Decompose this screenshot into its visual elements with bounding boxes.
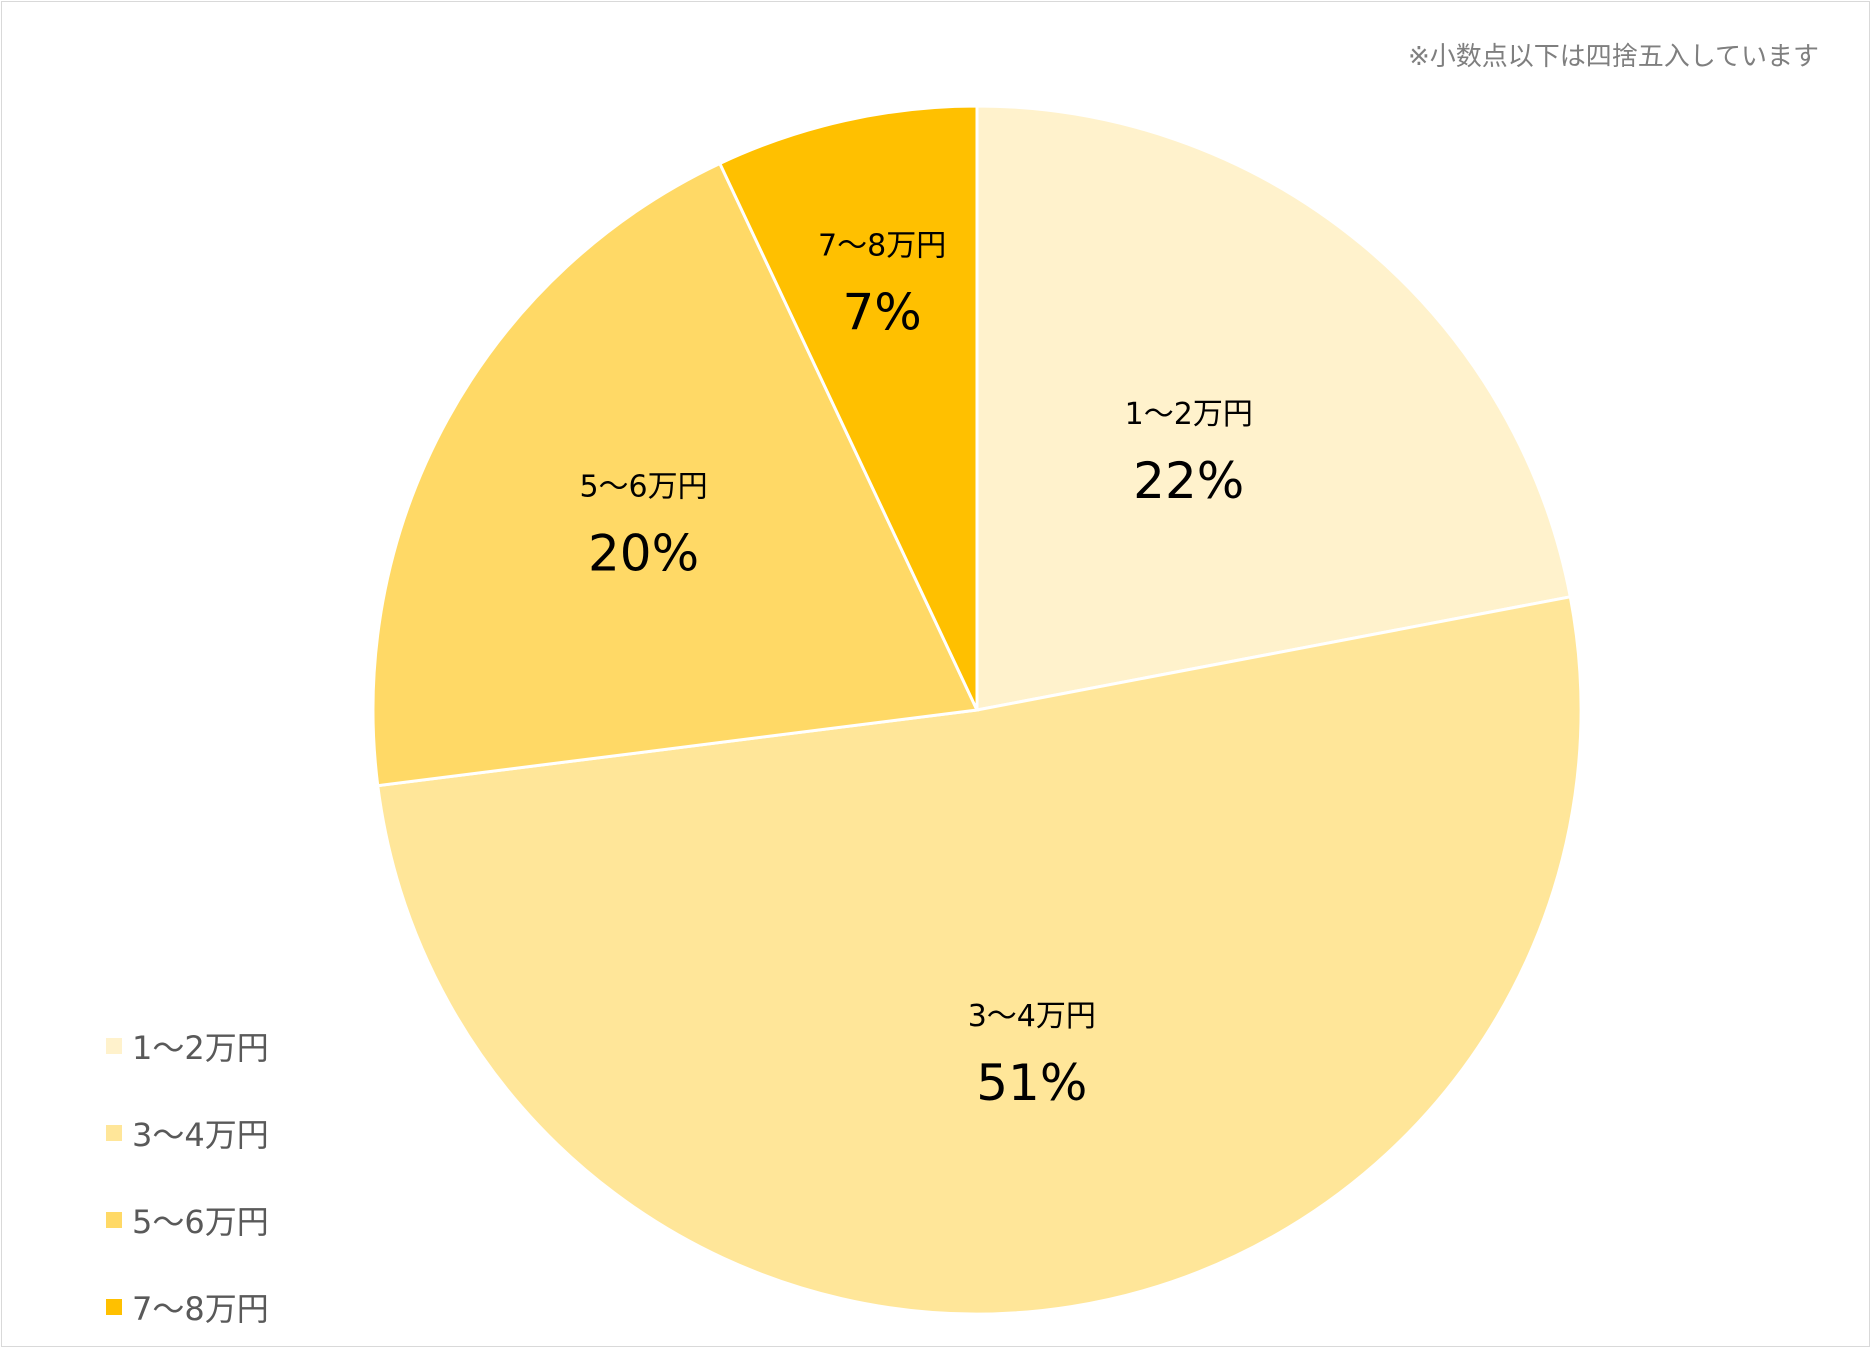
legend-label: 1〜2万円 bbox=[132, 1028, 269, 1067]
legend-item: 7〜8万円 bbox=[106, 1263, 269, 1350]
legend-swatch bbox=[106, 1211, 122, 1228]
legend-swatch bbox=[106, 1037, 122, 1054]
slice-category-label: 5〜6万円 bbox=[579, 470, 707, 505]
slice-category-label: 3〜4万円 bbox=[968, 999, 1096, 1034]
legend-item: 1〜2万円 bbox=[106, 1002, 269, 1089]
legend-label: 5〜6万円 bbox=[132, 1202, 269, 1241]
slice-percent-label: 20% bbox=[588, 525, 699, 583]
legend-label: 7〜8万円 bbox=[132, 1289, 269, 1328]
pie-slice-4 bbox=[717, 104, 979, 711]
legend-swatch bbox=[106, 1124, 122, 1141]
pie-slice-2 bbox=[376, 595, 1583, 1316]
slice-percent-label: 7% bbox=[842, 284, 921, 342]
slice-category-label: 1〜2万円 bbox=[1125, 397, 1253, 432]
legend: 1〜2万円 3〜4万円 5〜6万円 7〜8万円 bbox=[106, 1002, 269, 1350]
pie-slice-3 bbox=[371, 161, 980, 788]
slice-percent-label: 22% bbox=[1133, 452, 1244, 510]
pie-slice-1 bbox=[975, 104, 1573, 712]
slice-percent-label: 51% bbox=[976, 1054, 1087, 1112]
legend-swatch bbox=[106, 1298, 122, 1315]
legend-item: 3〜4万円 bbox=[106, 1089, 269, 1176]
slice-category-label: 7〜8万円 bbox=[818, 229, 946, 264]
legend-label: 3〜4万円 bbox=[132, 1115, 269, 1154]
rounding-note: ※小数点以下は四捨五入しています bbox=[1407, 42, 1819, 72]
legend-item: 5〜6万円 bbox=[106, 1176, 269, 1263]
